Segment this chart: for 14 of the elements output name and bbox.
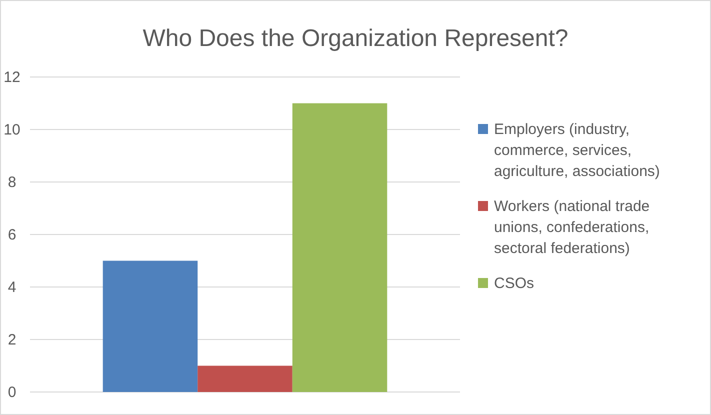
y-tick-label: 8 — [8, 174, 16, 191]
y-tick-label: 0 — [8, 384, 16, 401]
bar — [292, 103, 388, 392]
bar — [102, 260, 198, 392]
legend-label: CSOs — [494, 275, 534, 292]
legend-label: Employers (industry, commerce, services, agriculture, associations) — [494, 121, 660, 180]
y-tick-label: 6 — [8, 226, 16, 244]
bar — [198, 366, 292, 392]
y-tick-label: 2 — [8, 332, 16, 348]
legend-label: Workers (national trade unions, confederations, sectoral federations) — [494, 198, 650, 257]
y-tick-label: 4 — [8, 279, 16, 296]
y-tick-label: 12 — [4, 69, 20, 86]
y-tick-label: 10 — [4, 122, 20, 138]
chart-title: Who Does the Organization Represent? — [142, 25, 568, 52]
